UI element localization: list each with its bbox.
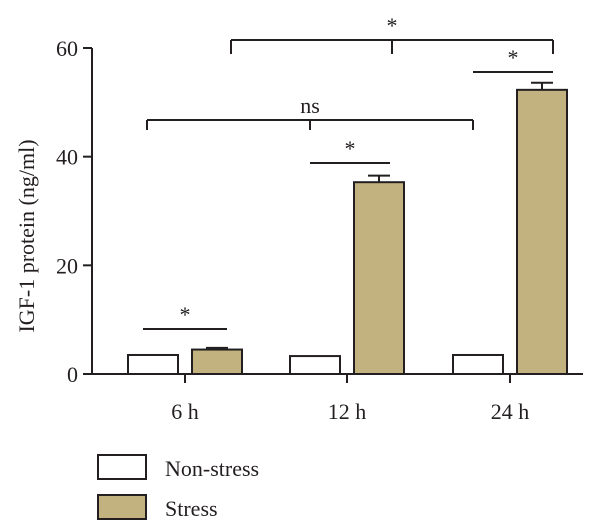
y-tick-label: 60	[56, 36, 78, 61]
legend-swatch	[97, 454, 147, 480]
legend-label: Stress	[165, 496, 218, 521]
significance-label: *	[508, 45, 519, 70]
legend-swatch	[97, 494, 147, 520]
bar-stress	[191, 348, 243, 375]
x-tick-label: 24 h	[491, 399, 530, 424]
significance-label: *	[345, 136, 356, 161]
y-tick-label: 0	[67, 362, 78, 387]
significance-label: ns	[300, 93, 320, 118]
legend-label: Non-stress	[165, 456, 259, 481]
bar-stress	[353, 181, 405, 375]
y-axis-label: IGF-1 protein (ng/ml)	[14, 139, 39, 332]
significance-label: *	[180, 302, 191, 327]
significance-label: *	[387, 13, 398, 38]
y-tick-label: 20	[56, 253, 78, 278]
x-tick-label: 12 h	[328, 399, 367, 424]
y-tick-label: 40	[56, 145, 78, 170]
bar-non-stress	[127, 353, 179, 376]
x-tick-label: 6 h	[171, 399, 199, 424]
bar-stress	[516, 88, 568, 375]
bar-non-stress	[289, 355, 341, 376]
bar-non-stress	[452, 353, 504, 376]
